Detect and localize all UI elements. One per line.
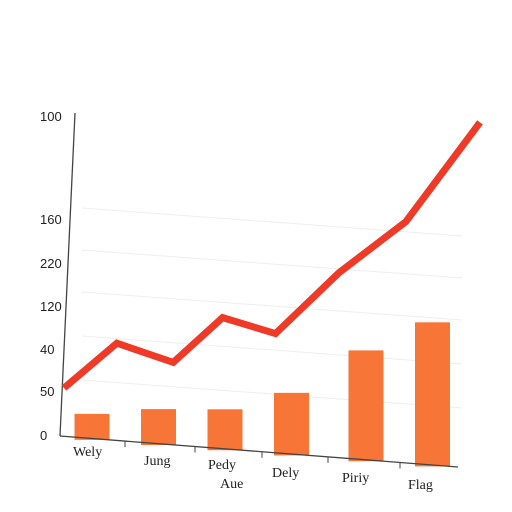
gridline (81, 249, 463, 279)
y-tick-label: 160 (40, 212, 62, 227)
category-label: Pedy Aue (208, 458, 243, 492)
gridlines (81, 207, 463, 409)
category-label: Piriy (342, 471, 369, 486)
y-tick-labels: 0 50 40 120 220 160 100 (40, 109, 62, 443)
bar (415, 322, 450, 467)
gridline (81, 335, 463, 365)
category-label: Flag (408, 478, 433, 493)
category-label: Dely (272, 466, 299, 481)
y-tick-label: 120 (40, 299, 62, 314)
bar-series (74, 322, 450, 467)
bar (141, 409, 176, 446)
x-axis-line (59, 435, 459, 468)
y-tick-label: 40 (40, 342, 54, 357)
bar (274, 392, 309, 456)
y-tick-label: 100 (40, 109, 62, 124)
x-ticks (124, 441, 401, 469)
y-tick-label: 50 (40, 384, 54, 399)
bar (74, 413, 110, 440)
bar (348, 350, 384, 462)
y-axis-line (59, 112, 76, 437)
gridline (81, 291, 463, 321)
gridline (81, 379, 463, 409)
category-labels: Wely Jung Pedy Aue Dely Piriy Flag (73, 445, 433, 493)
y-tick-label: 0 (40, 428, 47, 443)
category-label: Jung (144, 454, 170, 469)
line-series (61, 120, 483, 391)
bar (207, 409, 243, 451)
category-label: Wely (73, 445, 102, 460)
y-tick-label: 220 (40, 256, 62, 271)
